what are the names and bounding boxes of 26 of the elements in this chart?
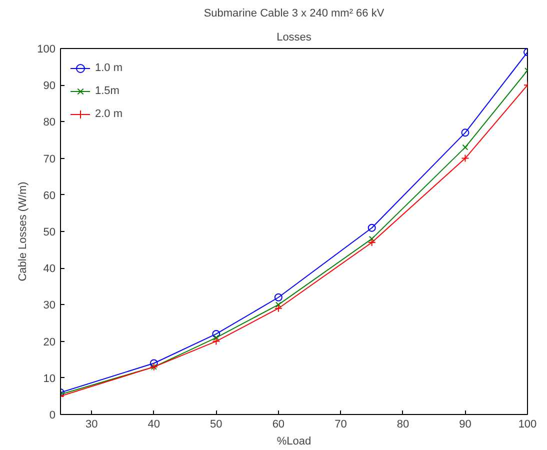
y-tick-label: 100: [37, 44, 56, 56]
y-tick-label: 50: [43, 226, 56, 238]
legend-label: 1.0 m: [95, 62, 123, 74]
y-axis-title: Cable Losses (W/m): [17, 182, 30, 282]
y-tick-label: 0: [49, 410, 56, 422]
y-tick-label: 40: [43, 263, 56, 276]
y-tick-label: 60: [43, 190, 56, 202]
legend-label: 2.0 m: [95, 108, 123, 120]
x-tick-label: 50: [210, 418, 222, 430]
y-tick-label: 20: [43, 336, 56, 348]
chart-subtitle: Losses: [276, 32, 312, 44]
x-tick-label: 80: [396, 418, 410, 430]
x-tick-label: 90: [459, 418, 472, 430]
x-tick-label: 60: [272, 418, 285, 430]
x-tick-label: 40: [148, 418, 160, 430]
y-tick-label: 80: [43, 116, 56, 129]
y-tick-label: 10: [43, 372, 56, 385]
legend-label: 1.5m: [95, 85, 120, 97]
x-tick-label: 70: [334, 418, 347, 430]
y-tick-label: 70: [43, 153, 56, 166]
y-tick-label: 30: [43, 300, 56, 312]
y-tick-label: 90: [43, 80, 56, 92]
chart-title: Submarine Cable 3 x 240 mm² 66 kV: [204, 8, 385, 20]
x-axis-title: %Load: [276, 436, 312, 448]
x-tick-label: 100: [518, 418, 537, 430]
x-tick-label: 30: [86, 418, 98, 430]
